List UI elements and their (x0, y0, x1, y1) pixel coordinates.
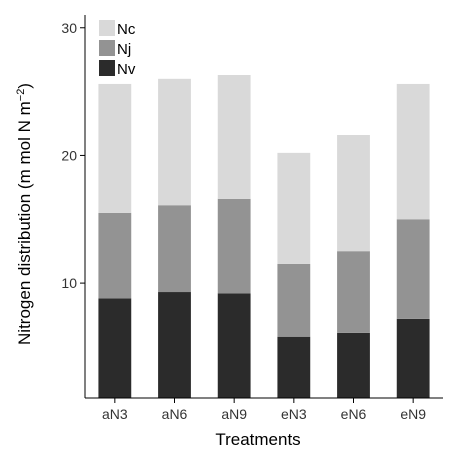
bar-nv-en6 (337, 332, 370, 398)
bar-nj-en6 (337, 251, 370, 333)
x-tick-label-an9: aN9 (221, 406, 247, 422)
y-tick-label-10: 10 (61, 275, 77, 291)
bar-nj-an9 (217, 198, 251, 294)
x-tick-label-an6: aN6 (162, 406, 188, 422)
bar-nj-an6 (158, 205, 191, 293)
legend-label-nj: Nj (117, 41, 131, 58)
legend: Nc Nj Nv (99, 20, 136, 78)
bar-nc-en3 (277, 152, 311, 264)
bar-nv-an6 (158, 292, 191, 398)
y-axis-title: Nitrogen distribution (m mol N m−2) (15, 83, 34, 345)
bar-nc-en9 (396, 83, 430, 220)
bar-nc-an3 (98, 83, 132, 213)
y-tick-label-20: 20 (61, 147, 77, 163)
bar-nv-en3 (277, 336, 311, 398)
y-axis-title-main: Nitrogen distribution (m mol N m (15, 101, 34, 345)
bar-nj-en3 (277, 263, 311, 337)
bar-nc-an9 (217, 75, 251, 199)
bar-nj-an3 (98, 212, 132, 299)
x-tick-label-en3: eN3 (281, 406, 307, 422)
y-axis-title-superscript: −2 (15, 89, 27, 102)
x-axis-title: Treatments (215, 430, 300, 449)
bar-nc-an6 (158, 78, 191, 206)
legend-label-nv: Nv (117, 61, 136, 78)
bar-nv-an9 (217, 293, 251, 398)
y-axis-title-close: ) (15, 83, 34, 89)
legend-label-nc: Nc (117, 21, 136, 38)
legend-swatch-nc (99, 20, 115, 36)
bar-nc-en6 (337, 135, 370, 252)
bar-nj-en9 (396, 219, 430, 319)
bars-layer (98, 75, 430, 398)
legend-swatch-nv (99, 60, 115, 76)
legend-swatch-nj (99, 40, 115, 56)
x-tick-label-an3: aN3 (102, 406, 128, 422)
bar-nv-an3 (98, 298, 132, 398)
x-tick-label-en6: eN6 (341, 406, 367, 422)
y-tick-label-30: 30 (61, 20, 77, 36)
axes-layer: 10 20 30 aN3 aN6 aN9 eN3 eN6 eN9 (61, 15, 443, 422)
x-tick-label-en9: eN9 (400, 406, 426, 422)
bar-nv-en9 (396, 318, 430, 398)
